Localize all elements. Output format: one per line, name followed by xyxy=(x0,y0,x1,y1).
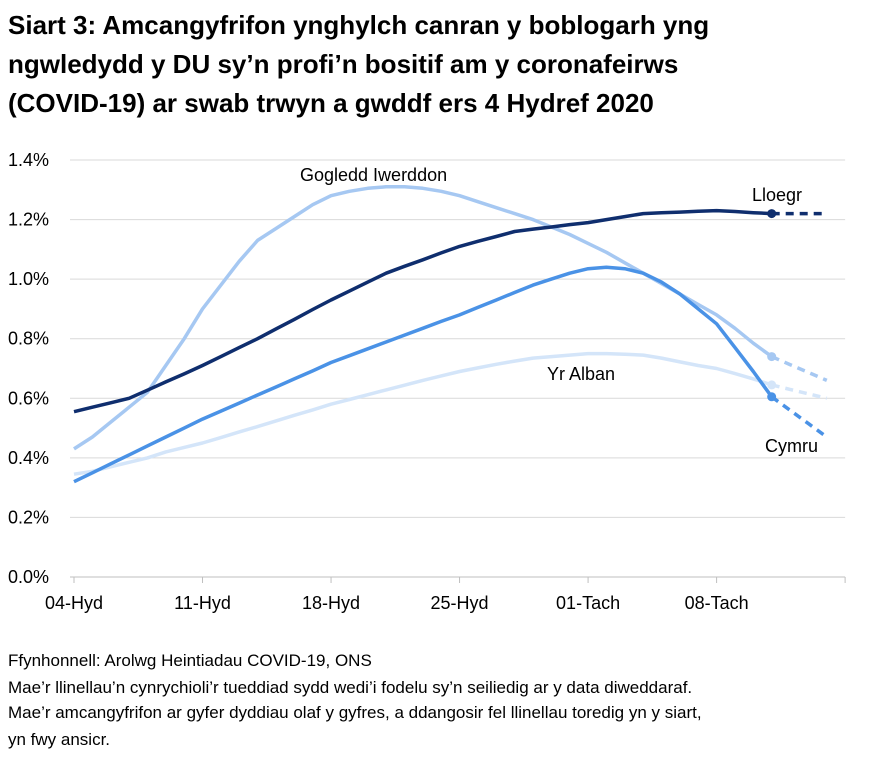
line-estimate xyxy=(770,395,828,439)
x-tick-label: 08-Tach xyxy=(685,593,749,613)
x-tick-label: 01-Tach xyxy=(556,593,620,613)
x-tick-label: 04-Hyd xyxy=(45,593,103,613)
y-tick-label: 1.0% xyxy=(8,269,49,289)
y-tick-label: 1.4% xyxy=(8,150,49,170)
y-tick-label: 0.6% xyxy=(8,388,49,408)
y-tick-label: 0.0% xyxy=(8,567,49,587)
y-tick-label: 0.2% xyxy=(8,507,49,527)
note: Mae’r llinellau’n cynrychioli’r tueddiad… xyxy=(8,678,692,697)
series-label: Gogledd Iwerddon xyxy=(300,165,447,185)
series-label: Cymru xyxy=(765,436,818,456)
chart-title: (COVID-19) ar swab trwyn a gwddf ers 4 H… xyxy=(8,88,654,118)
line xyxy=(73,208,772,414)
y-tick-label: 0.8% xyxy=(8,329,49,349)
y-tick-label: 1.2% xyxy=(8,210,49,230)
x-tick-label: 25-Hyd xyxy=(431,593,489,613)
chart-title: Siart 3: Amcangyfrifon ynghylch canran y… xyxy=(8,10,709,40)
point xyxy=(767,392,777,402)
line xyxy=(73,351,773,476)
x-tick-label: 18-Hyd xyxy=(302,593,360,613)
x-tick-label: 11-Hyd xyxy=(174,593,231,613)
note: Mae’r amcangyfrifon ar gyfer dyddiau ola… xyxy=(8,703,702,722)
series-label: Lloegr xyxy=(752,185,802,205)
series-label: Yr Alban xyxy=(547,364,615,384)
chart-title: ngwledydd y DU sy’n profi’n bositif am y… xyxy=(8,49,678,79)
point xyxy=(767,352,777,362)
source-note: Ffynhonnell: Arolwg Heintiadau COVID-19,… xyxy=(8,651,372,670)
line-estimate xyxy=(770,354,828,383)
line xyxy=(73,265,774,484)
line xyxy=(73,185,773,451)
point xyxy=(767,209,777,219)
note: yn fwy ansicr. xyxy=(8,730,110,749)
point xyxy=(767,380,777,390)
y-tick-label: 0.4% xyxy=(8,448,49,468)
line-estimate xyxy=(771,383,828,400)
